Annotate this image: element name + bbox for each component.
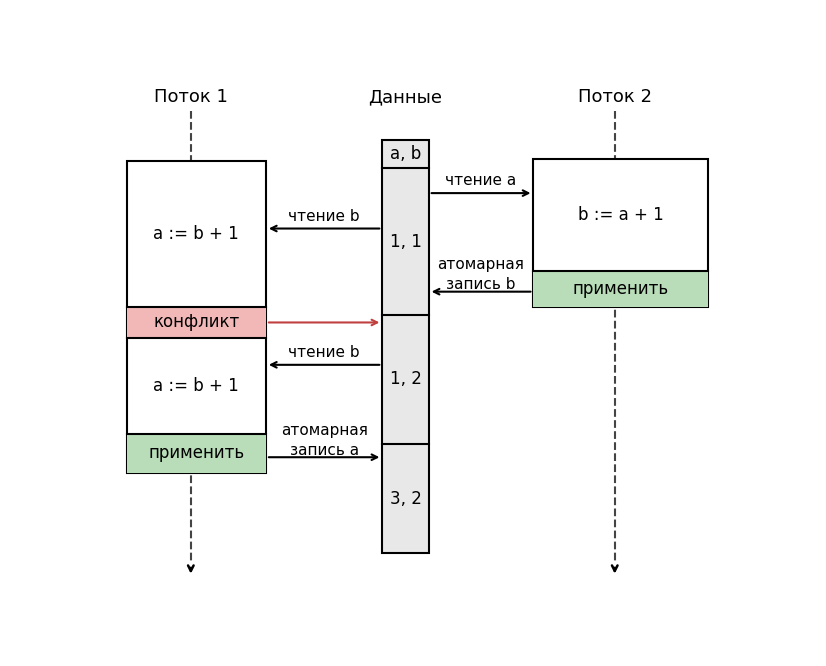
Text: 1, 1: 1, 1: [390, 232, 421, 250]
Text: a := b + 1: a := b + 1: [154, 377, 239, 395]
Text: применить: применить: [148, 444, 244, 462]
Text: Поток 1: Поток 1: [154, 88, 228, 106]
Bar: [126, 434, 266, 473]
Text: b := a + 1: b := a + 1: [577, 206, 663, 224]
Bar: [126, 161, 266, 473]
Text: чтение b: чтение b: [288, 345, 360, 360]
Bar: [534, 159, 708, 307]
Text: чтение b: чтение b: [288, 208, 360, 224]
Text: применить: применить: [572, 280, 668, 298]
Text: 3, 2: 3, 2: [390, 490, 421, 507]
Text: чтение а: чтение а: [445, 173, 517, 188]
Text: Поток 2: Поток 2: [577, 88, 652, 106]
Text: атомарная
запись а: атомарная запись а: [281, 423, 368, 458]
Text: 1, 2: 1, 2: [390, 370, 421, 388]
Text: a := b + 1: a := b + 1: [154, 225, 239, 243]
Text: конфликт: конфликт: [153, 314, 240, 332]
Bar: [382, 140, 429, 553]
Text: Данные: Данные: [368, 88, 443, 106]
Bar: [534, 271, 708, 307]
Text: a, b: a, b: [390, 145, 421, 163]
Bar: [126, 307, 266, 338]
Text: атомарная
запись b: атомарная запись b: [438, 257, 525, 292]
